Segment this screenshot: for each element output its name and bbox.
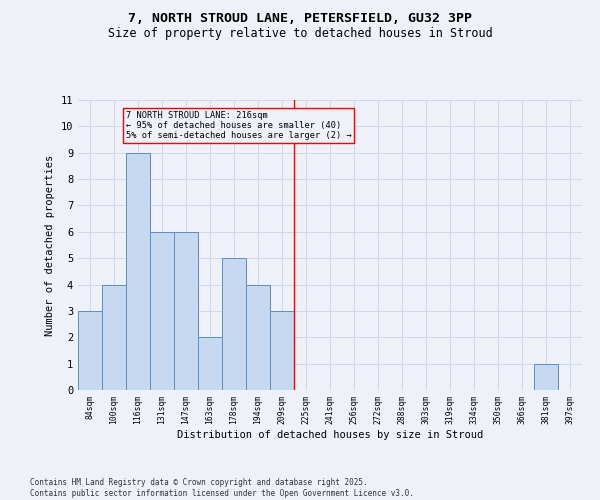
Text: Size of property relative to detached houses in Stroud: Size of property relative to detached ho… (107, 28, 493, 40)
Bar (102, 284, 126, 390)
X-axis label: Distribution of detached houses by size in Stroud: Distribution of detached houses by size … (177, 430, 483, 440)
Bar (174, 232, 198, 390)
Text: Contains HM Land Registry data © Crown copyright and database right 2025.
Contai: Contains HM Land Registry data © Crown c… (30, 478, 414, 498)
Text: 7, NORTH STROUD LANE, PETERSFIELD, GU32 3PP: 7, NORTH STROUD LANE, PETERSFIELD, GU32 … (128, 12, 472, 26)
Bar (270, 311, 294, 390)
Bar (246, 284, 270, 390)
Bar (78, 311, 102, 390)
Bar (126, 152, 150, 390)
Y-axis label: Number of detached properties: Number of detached properties (45, 154, 55, 336)
Bar (198, 338, 222, 390)
Bar (222, 258, 246, 390)
Bar (534, 364, 558, 390)
Text: 7 NORTH STROUD LANE: 216sqm
← 95% of detached houses are smaller (40)
5% of semi: 7 NORTH STROUD LANE: 216sqm ← 95% of det… (126, 110, 352, 140)
Bar (150, 232, 174, 390)
